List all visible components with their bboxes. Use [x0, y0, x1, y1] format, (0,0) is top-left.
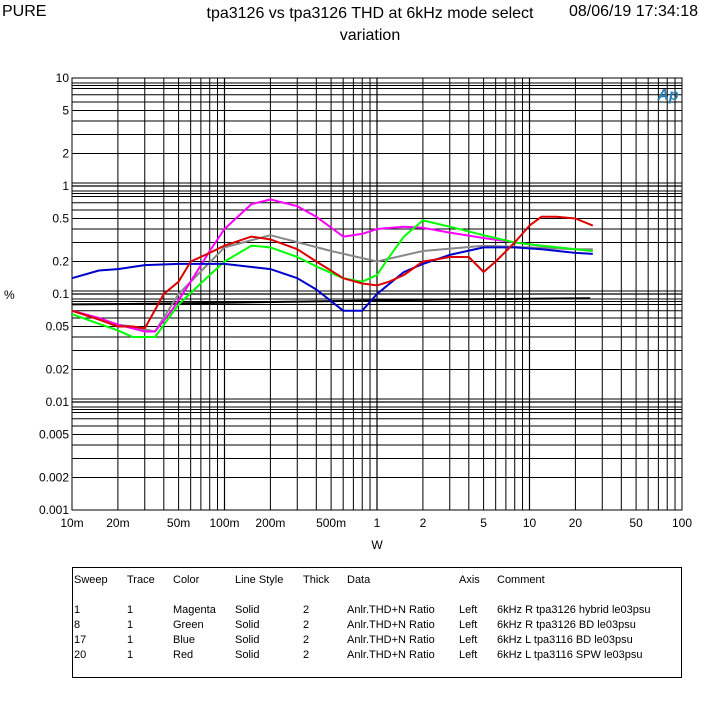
x-tick-label: 5 [480, 516, 487, 530]
chart-series [71, 198, 594, 338]
legend-cell: 8 [74, 619, 81, 631]
x-tick-label: 200m [255, 516, 285, 530]
legend-cell: 2 [303, 619, 310, 631]
series-line [71, 219, 593, 338]
legend-cell: 1 [74, 604, 81, 616]
legend-cell: Solid [235, 619, 260, 631]
legend-cell: Anlr.THD+N Ratio [347, 604, 435, 616]
x-tick-label: 50 [629, 516, 643, 530]
legend-cell: 2 [303, 604, 310, 616]
legend-cell: Green [173, 619, 204, 631]
x-tick-label: 500m [316, 516, 346, 530]
x-tick-label: 50m [167, 516, 190, 530]
x-tick-label: 10m [60, 516, 83, 530]
x-tick-label: 20m [106, 516, 129, 530]
legend-cell: Left [459, 649, 478, 661]
y-tick-label: 0.1 [52, 287, 69, 301]
legend-cell: 2 [303, 634, 310, 646]
legend-cell: Left [459, 604, 478, 616]
ap-logo: Ap [656, 87, 679, 104]
thd-chart: 10m 20m 50m 100m 200m 500m 1 2 5 10 20 50 100 0.0010… [4, 71, 692, 552]
legend-cell: Sweep [74, 574, 108, 586]
y-tick-labels: 0.001 0.002 0.005 0.01 0.02 0.05 0.1 0.2 0.5 1 2 5 1… [39, 71, 69, 517]
legend-cell: Left [459, 634, 478, 646]
y-tick-label: 5 [62, 104, 69, 118]
y-tick-label: 10 [56, 71, 70, 85]
legend-cell: Red [173, 649, 194, 661]
legend-table: Sweep Trace Color Line Style Thick Data Axis Co… [72, 567, 682, 678]
legend-cell: 1 [127, 649, 134, 661]
legend-cell: 17 [74, 634, 87, 646]
y-tick-label: 1 [62, 179, 69, 193]
legend-cell: 2 [303, 649, 310, 661]
legend-cell: Thick [303, 574, 330, 586]
y-tick-label: 2 [62, 146, 69, 160]
x-tick-label: 100 [672, 516, 692, 530]
series-line [71, 198, 593, 333]
series-line [71, 215, 594, 330]
y-tick-label: 0.01 [46, 395, 70, 409]
legend-row: 20 1 Red Solid 2 Anlr.THD+N Ratio Left 6kHz L t… [73, 649, 681, 663]
legend-cell: 1 [127, 634, 134, 646]
legend-row: 17 1 Blue Solid 2 Anlr.THD+N Ratio Left 6kHz L … [73, 634, 681, 648]
legend-cell: 6kHz R tpa3126 BD le03psu [497, 619, 636, 631]
x-axis-label: W [371, 538, 383, 552]
legend-cell: 1 [127, 619, 134, 631]
header-timestamp: 08/06/19 17:34:18 [568, 3, 698, 20]
header-left-label: PURE [2, 3, 47, 20]
x-tick-labels: 10m 20m 50m 100m 200m 500m 1 2 5 10 20 50 100 [60, 516, 692, 530]
legend-cell: Data [347, 574, 371, 586]
y-tick-label: 0.02 [46, 362, 70, 376]
x-tick-label: 100m [209, 516, 239, 530]
x-tick-label: 10 [523, 516, 537, 530]
y-tick-label: 0.002 [39, 470, 69, 484]
legend-cell: 6kHz R tpa3126 hybrid le03psu [497, 604, 651, 616]
legend-cell: Solid [235, 649, 260, 661]
legend-cell: Blue [173, 634, 196, 646]
y-axis-label: % [4, 288, 15, 302]
y-tick-label: 0.05 [46, 320, 70, 334]
legend-cell: Color [173, 574, 200, 586]
plot-frame [71, 77, 683, 511]
legend-cell: 6kHz L tpa3116 SPW le03psu [497, 649, 643, 661]
legend-cell: Trace [127, 574, 155, 586]
y-tick-label: 0.001 [39, 503, 69, 517]
legend-cell: Comment [497, 574, 545, 586]
legend-cell: Magenta [173, 604, 216, 616]
x-tick-label: 1 [374, 516, 381, 530]
legend-cell: 20 [74, 649, 87, 661]
legend-cell: Solid [235, 634, 260, 646]
y-tick-label: 0.005 [39, 428, 69, 442]
legend-cell: Anlr.THD+N Ratio [347, 649, 435, 661]
legend-cell: 1 [127, 604, 134, 616]
legend-row: 1 1 Magenta Solid 2 Anlr.THD+N Ratio Left 6kHz … [73, 604, 681, 618]
legend-cell: Left [459, 619, 478, 631]
legend-cell: 6kHz L tpa3116 BD le03psu [497, 634, 633, 646]
legend-cell: Axis [459, 574, 480, 586]
x-tick-label: 2 [420, 516, 427, 530]
y-tick-label: 0.5 [52, 212, 69, 226]
chart-title: tpa3126 vs tpa3126 THD at 6kHz mode sele… [206, 5, 534, 44]
legend-cell: Anlr.THD+N Ratio [347, 634, 435, 646]
y-tick-label: 0.2 [52, 254, 69, 268]
x-tick-label: 20 [569, 516, 583, 530]
legend-cell: Solid [235, 604, 260, 616]
legend-cell: Line Style [235, 574, 284, 586]
legend-cell: Anlr.THD+N Ratio [347, 619, 435, 631]
legend-row: 8 1 Green Solid 2 Anlr.THD+N Ratio Left 6kHz R … [73, 619, 681, 633]
legend-header-row: Sweep Trace Color Line Style Thick Data Axis Co… [73, 574, 681, 588]
